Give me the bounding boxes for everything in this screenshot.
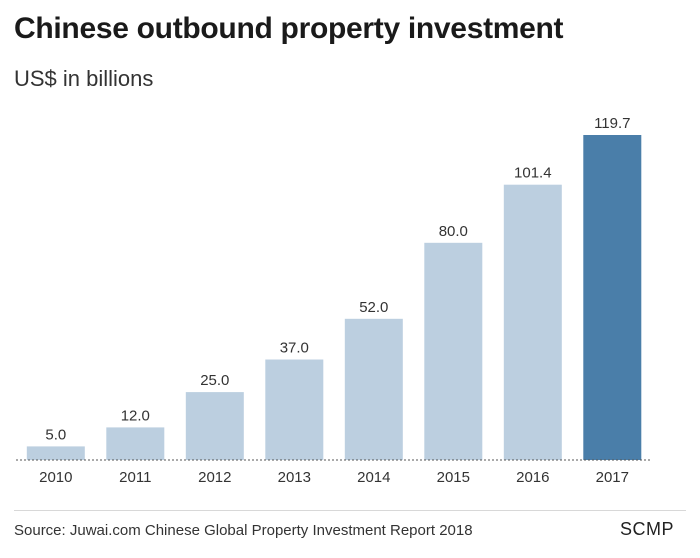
bar-2012: [185, 392, 244, 460]
data-label-2014: 52.0: [359, 299, 388, 316]
data-label-2010: 5.0: [45, 426, 66, 443]
bar-2014: [344, 318, 403, 460]
x-tick-label-2011: 2011: [119, 469, 151, 486]
x-tick-label-2014: 2014: [357, 469, 390, 486]
bar-2016: [503, 184, 562, 460]
chart-subtitle: US$ in billions: [14, 66, 154, 91]
bar-2011: [106, 427, 165, 460]
chart-title: Chinese outbound property investment: [14, 12, 564, 45]
data-label-2017: 119.7: [594, 115, 630, 132]
x-tick-label-2016: 2016: [516, 469, 549, 486]
bar-2015: [424, 242, 483, 460]
data-label-2016: 101.4: [514, 165, 552, 182]
bar-chart: 5.0 2010 12.0 2011 25.0 2012 37.0 2013 52.0 2014 8…: [16, 115, 652, 486]
data-label-2011: 12.0: [121, 407, 150, 424]
data-label-2015: 80.0: [439, 223, 468, 240]
data-label-2012: 25.0: [200, 372, 229, 389]
x-tick-label-2010: 2010: [39, 469, 72, 486]
x-tick-label-2015: 2015: [437, 469, 470, 486]
x-tick-label-2012: 2012: [198, 469, 231, 486]
x-tick-label-2013: 2013: [278, 469, 311, 486]
data-label-2013: 37.0: [280, 340, 309, 357]
brand-logo: SCMP: [619, 519, 674, 539]
bar-2013: [265, 359, 324, 460]
bar-2017: [583, 135, 642, 460]
bar-2010: [26, 446, 85, 460]
x-tick-label-2017: 2017: [596, 469, 629, 486]
source-note: Source: Juwai.com Chinese Global Propert…: [14, 522, 473, 539]
footer-divider: [14, 510, 686, 511]
